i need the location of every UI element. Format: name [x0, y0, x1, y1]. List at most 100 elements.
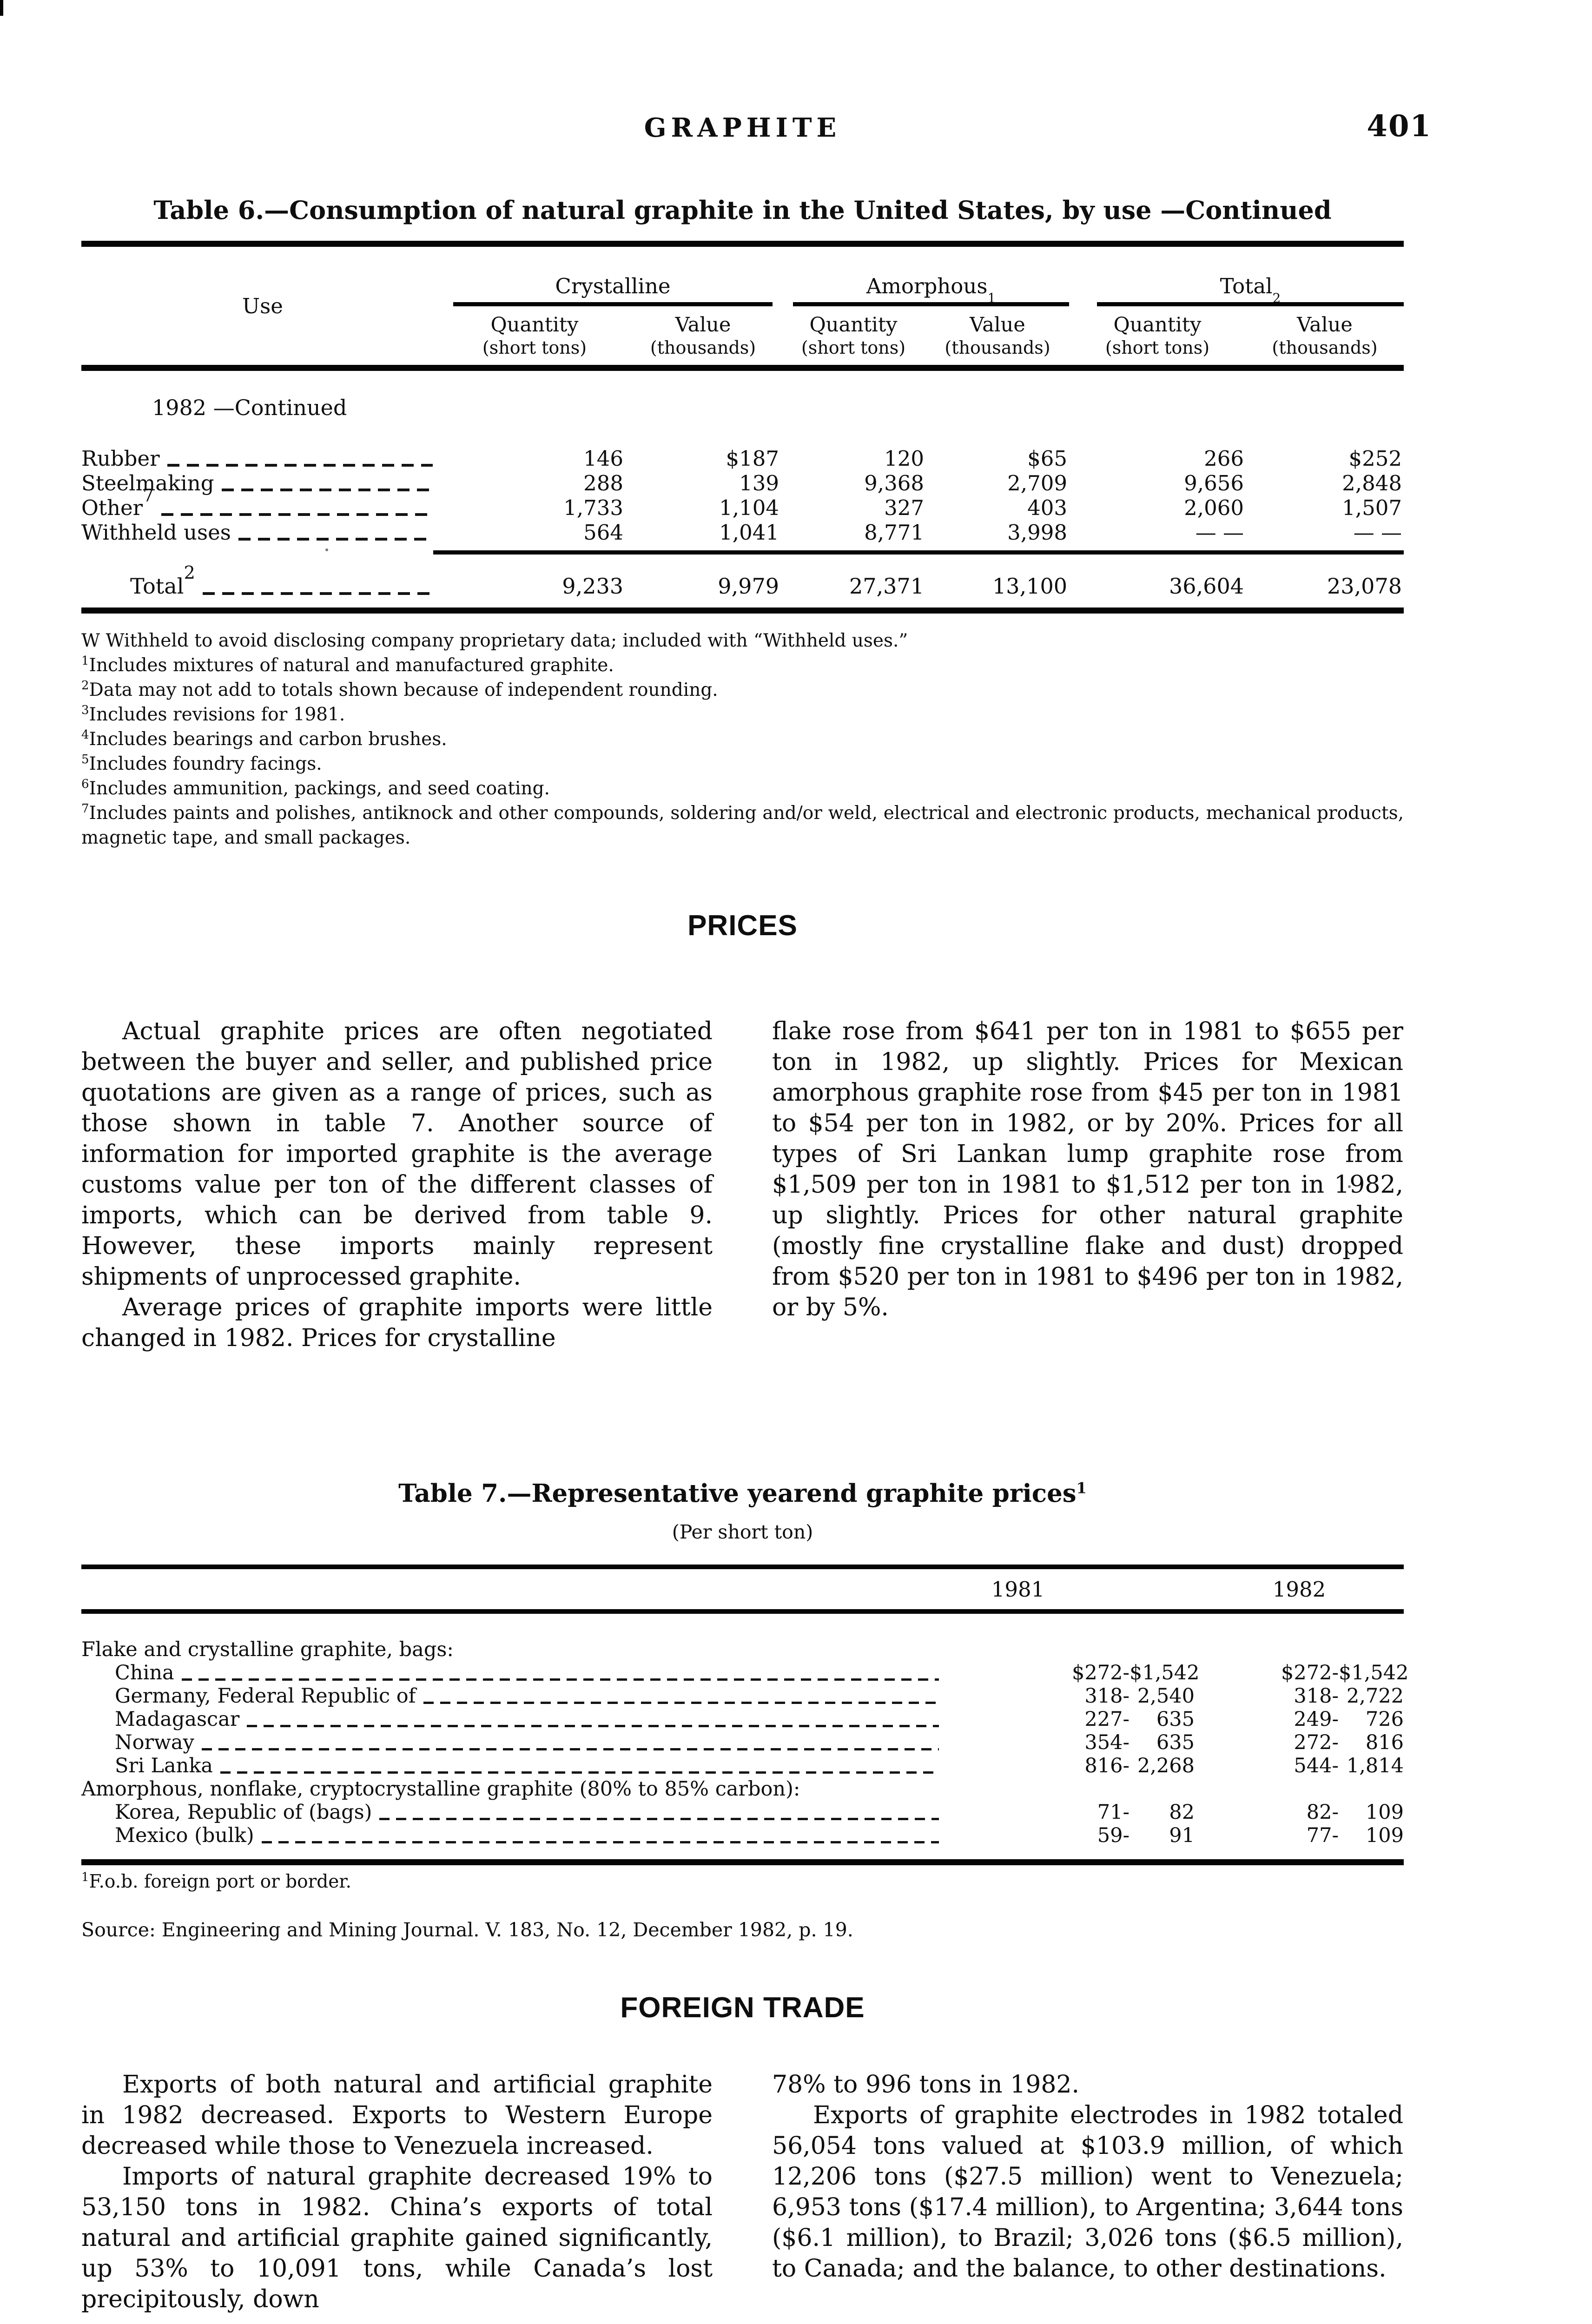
foreign-trade-column-left: Exports of both natural and artificial g… [81, 2069, 713, 2315]
cell-amorphous-value: 403 [1027, 495, 1067, 520]
table-row: Other 7 1,733 1,104 327 403 2,060 1,507 [81, 487, 1404, 520]
footnote-item: 6Includes ammunition, packings, and seed… [81, 777, 550, 799]
dot-leader [201, 1748, 939, 1750]
paragraph: Average prices of graphite imports were … [81, 1294, 713, 1352]
cell-amorphous-quantity: 27,371 [849, 574, 924, 599]
table7-rule-top [81, 1565, 1404, 1569]
cell-crystalline-value: 9,979 [718, 574, 779, 599]
cell-amorphous-quantity: 327 [884, 495, 924, 520]
table6-subheader-value: Value (thousands) [1272, 313, 1378, 358]
table6-title: Table 6.—Consumption of natural graphite… [153, 195, 1332, 225]
row-label: Mexico (bulk) [115, 1824, 254, 1847]
footnote-item: W Withheld to avoid disclosing company p… [81, 630, 908, 651]
paragraph: Exports of both natural and artificial g… [81, 2071, 713, 2160]
cell-1982: 318- 2,722 [1294, 1684, 1404, 1708]
cell-total-quantity: 9,656 [1184, 471, 1244, 495]
table6-footnotes: W Withheld to avoid disclosing company p… [81, 628, 1404, 850]
table6-subheader-value: Value (thousands) [945, 313, 1050, 358]
table-row: Withheld uses 564 1,041 8,771 3,998 — — … [81, 520, 1404, 545]
dot-leader [181, 1678, 939, 1681]
table6-rule-partial [433, 550, 1404, 555]
dot-leader [238, 538, 433, 541]
cell-total-value: $252 [1348, 446, 1402, 471]
dot-leader [261, 1841, 939, 1843]
row-label: Other [81, 495, 143, 520]
cell-amorphous-value: 2,709 [1007, 471, 1067, 495]
row-label: Norway [115, 1731, 194, 1754]
table6-group-amorphous: Amorphous 1 [793, 247, 1069, 306]
cell-crystalline-quantity: 1,733 [563, 495, 623, 520]
table7-source: Source: Engineering and Mining Journal. … [81, 1919, 853, 1941]
table-row: Korea, Republic of (bags) 71- 82 82- 109 [81, 1801, 1404, 1824]
cell-1981: 71- 82 [1097, 1801, 1195, 1824]
footnote-item: 2Data may not add to totals shown becaus… [81, 679, 718, 700]
cell-crystalline-quantity: 564 [583, 520, 623, 545]
table7-col-1981: 1981 [991, 1577, 1045, 1602]
row-label: China [115, 1661, 174, 1684]
cell-amorphous-quantity: 120 [884, 446, 924, 471]
cell-1982: 77- 109 [1306, 1824, 1404, 1847]
cell-amorphous-quantity: 8,771 [864, 520, 924, 545]
foreign-trade-section-heading: FOREIGN TRADE [620, 1992, 865, 2024]
paragraph: 78% to 996 tons in 1982. [772, 2071, 1080, 2099]
table6-col-use: Use [242, 293, 283, 318]
table-row: Sri Lanka 816- 2,268 544- 1,814 [81, 1754, 1404, 1777]
dot-leader [379, 1818, 939, 1820]
table6-section-label: 1982 —Continued [152, 395, 347, 420]
table6-rule-bottom [81, 607, 1404, 614]
table-row: Norway 354- 635 272- 816 [81, 1731, 1404, 1754]
footnote-item: 7Includes paints and polishes, antiknock… [81, 802, 1404, 848]
row-label: Madagascar [115, 1708, 240, 1731]
row-label: Total [130, 574, 184, 599]
paragraph: Actual graphite prices are often negotia… [81, 1017, 713, 1291]
dot-leader [202, 592, 433, 595]
cell-total-value: 23,078 [1327, 574, 1402, 599]
table7-body: Flake and crystalline graphite, bags: Ch… [81, 1638, 1408, 1847]
dot-leader [221, 489, 433, 491]
footnote-item: 4Includes bearings and carbon brushes. [81, 728, 447, 750]
table-consumption: Table 6.—Consumption of natural graphite… [81, 195, 1404, 614]
cell-1981: $272- $1,542 [1072, 1661, 1200, 1684]
cell-crystalline-value: 1,104 [719, 495, 779, 520]
cell-1982: 272- 816 [1294, 1731, 1404, 1754]
paragraph: Exports of graphite electrodes in 1982 t… [772, 2101, 1403, 2283]
cell-1981: 354- 635 [1084, 1731, 1195, 1754]
cell-total-quantity: 266 [1204, 446, 1244, 471]
table6-header: Use Crystalline Amorphous 1 Total 2 Quanti… [81, 247, 1404, 365]
footnote-item: 1Includes mixtures of natural and manufa… [81, 654, 614, 676]
table-row: Germany, Federal Republic of 318- 2,540 3… [81, 1684, 1404, 1708]
table7-col-1982: 1982 [1272, 1577, 1326, 1602]
table-row: Madagascar 227- 635 249- 726 [81, 1708, 1404, 1731]
table6-group-crystalline: Crystalline [453, 247, 773, 306]
cell-crystalline-value: $187 [726, 446, 779, 471]
cell-amorphous-quantity: 9,368 [864, 471, 924, 495]
table6-group-total: Total 2 [1097, 247, 1404, 306]
cell-total-value: 1,507 [1342, 495, 1402, 520]
cell-1981: 318- 2,540 [1084, 1684, 1195, 1708]
prices-section-heading: PRICES [687, 910, 798, 942]
cell-1981: 816- 2,268 [1084, 1754, 1195, 1777]
page-title: GRAPHITE [644, 112, 841, 143]
dot-leader [167, 464, 433, 467]
cell-amorphous-value: 3,998 [1007, 520, 1067, 545]
row-label: Germany, Federal Republic of [115, 1684, 416, 1708]
prices-columns: Actual graphite prices are often negotia… [81, 1016, 1404, 1353]
table7-year-header: 1981 1982 [81, 1569, 1404, 1609]
table-row: Rubber 146 $187 120 $65 266 $252 [81, 446, 1404, 471]
prices-column-left: Actual graphite prices are often negotia… [81, 1016, 713, 1353]
scan-speck [1348, 1185, 1351, 1188]
table-row: China $272- $1,542 $272- $1,542 [81, 1661, 1408, 1684]
table7-footnote: 1F.o.b. foreign port or border. [81, 1870, 352, 1892]
row-label: Korea, Republic of (bags) [115, 1801, 372, 1824]
page-number: 401 [1367, 109, 1432, 144]
cell-total-value: — — [1353, 520, 1402, 545]
table6-rule-top [81, 241, 1404, 247]
footnote-item: 5Includes foundry facings. [81, 753, 322, 774]
table6-subheader-quantity: Quantity (short tons) [1105, 313, 1210, 358]
table6-total-row: Total 2 9,233 9,979 27,371 13,100 36,604 … [81, 564, 1404, 599]
cell-crystalline-quantity: 146 [583, 446, 623, 471]
cell-1982: 82- 109 [1306, 1801, 1404, 1824]
cell-total-quantity: 36,604 [1169, 574, 1244, 599]
cell-total-quantity: — — [1195, 520, 1244, 545]
